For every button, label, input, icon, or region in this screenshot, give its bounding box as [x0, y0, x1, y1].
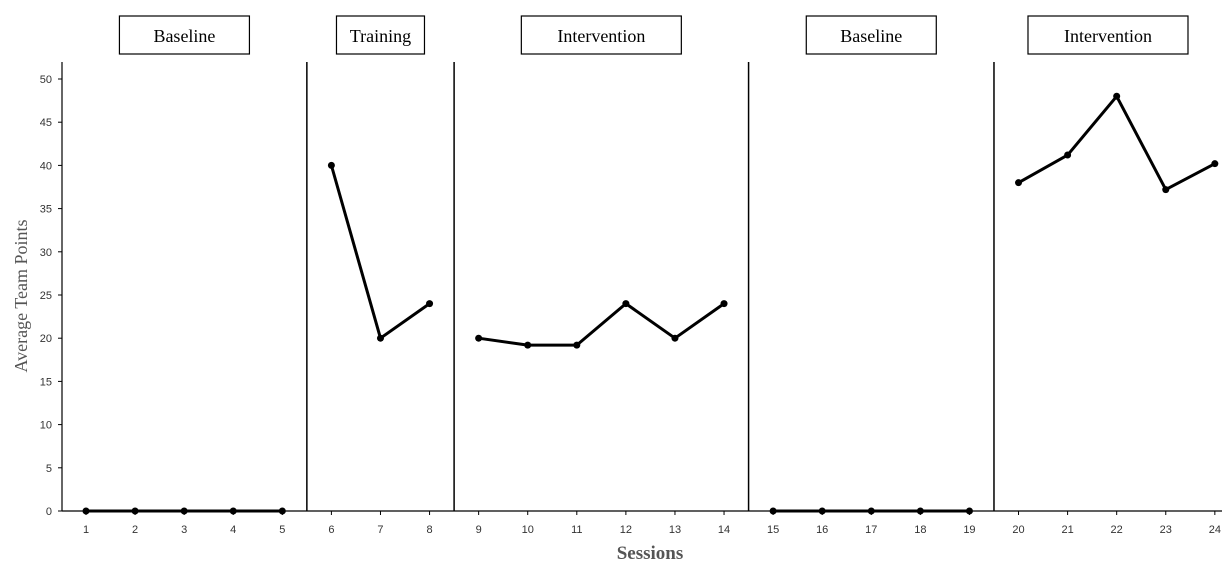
phase-label: Training — [350, 26, 411, 46]
x-tick-label: 17 — [865, 524, 877, 536]
data-point — [278, 507, 286, 515]
x-tick-label: 16 — [816, 524, 828, 536]
data-point — [818, 507, 826, 515]
series-line-segment — [329, 164, 431, 340]
x-tick-label: 12 — [620, 524, 632, 536]
data-point — [524, 341, 532, 349]
y-tick-label: 5 — [46, 463, 52, 475]
x-tick-label: 10 — [522, 524, 534, 536]
x-tick-label: 9 — [476, 524, 482, 536]
data-point — [720, 300, 728, 308]
data-point — [573, 341, 581, 349]
phase-label: Baseline — [840, 26, 902, 46]
phase-layer: Baseline Training Intervention Baseline Inte… — [118, 15, 1189, 511]
phase-label-box — [118, 15, 251, 55]
x-tick-label: 5 — [279, 524, 285, 536]
data-point — [229, 507, 237, 515]
data-point — [769, 507, 777, 515]
series-layer — [82, 92, 1219, 515]
data-point — [622, 300, 630, 308]
phase-label-box — [805, 15, 937, 55]
data-point — [1113, 92, 1121, 100]
x-tick-label: 1 — [83, 524, 89, 536]
x-tick-label: 13 — [669, 524, 681, 536]
data-point — [376, 334, 384, 342]
phase-label: Intervention — [557, 26, 645, 46]
data-point — [916, 507, 924, 515]
y-tick-label: 45 — [40, 117, 52, 129]
data-point — [131, 507, 139, 515]
x-tick-label: 19 — [963, 524, 975, 536]
data-point — [1064, 151, 1072, 159]
data-point — [1211, 160, 1219, 168]
x-tick-label: 23 — [1160, 524, 1172, 536]
data-point — [1015, 179, 1023, 187]
series-line-segment — [478, 302, 725, 347]
data-point — [965, 507, 973, 515]
x-tick-label: 20 — [1012, 524, 1024, 536]
x-tick-label: 6 — [328, 524, 334, 536]
data-point — [867, 507, 875, 515]
x-tick-label: 18 — [914, 524, 926, 536]
x-tick-label: 8 — [426, 524, 432, 536]
data-point — [327, 161, 335, 169]
phase-label: Baseline — [153, 26, 215, 46]
x-axis-title: Sessions — [617, 543, 684, 564]
phase-label-box — [335, 15, 426, 55]
data-point — [1162, 186, 1170, 194]
series-line-segment — [1017, 94, 1216, 192]
phase-label-box — [1027, 15, 1189, 55]
data-point — [475, 334, 483, 342]
x-tick-label: 7 — [377, 524, 383, 536]
phase-label: Intervention — [1064, 26, 1152, 46]
y-tick-label: 25 — [40, 290, 52, 302]
y-tick-label: 30 — [40, 247, 52, 259]
y-tick-label: 50 — [40, 74, 52, 86]
x-tick-label: 24 — [1209, 524, 1221, 536]
x-tick-label: 21 — [1061, 524, 1073, 536]
y-axis-title: Average Team Points — [11, 219, 31, 372]
data-point — [82, 507, 90, 515]
phase-label-box — [520, 15, 682, 55]
x-tick-label: 15 — [767, 524, 779, 536]
y-tick-label: 15 — [40, 376, 52, 388]
x-tick-label: 11 — [571, 524, 582, 536]
x-tick-label: 14 — [718, 524, 730, 536]
x-tick-label: 22 — [1111, 524, 1123, 536]
y-tick-label: 10 — [40, 420, 52, 432]
y-tick-label: 35 — [40, 204, 52, 216]
y-tick-label: 0 — [46, 506, 52, 518]
y-tick-label: 40 — [40, 160, 52, 172]
y-tick-label: 20 — [40, 333, 52, 345]
x-tick-label: 3 — [181, 524, 187, 536]
data-point — [671, 334, 679, 342]
x-tick-label: 4 — [230, 524, 236, 536]
data-point — [426, 300, 434, 308]
data-point — [180, 507, 188, 515]
x-tick-label: 2 — [132, 524, 138, 536]
